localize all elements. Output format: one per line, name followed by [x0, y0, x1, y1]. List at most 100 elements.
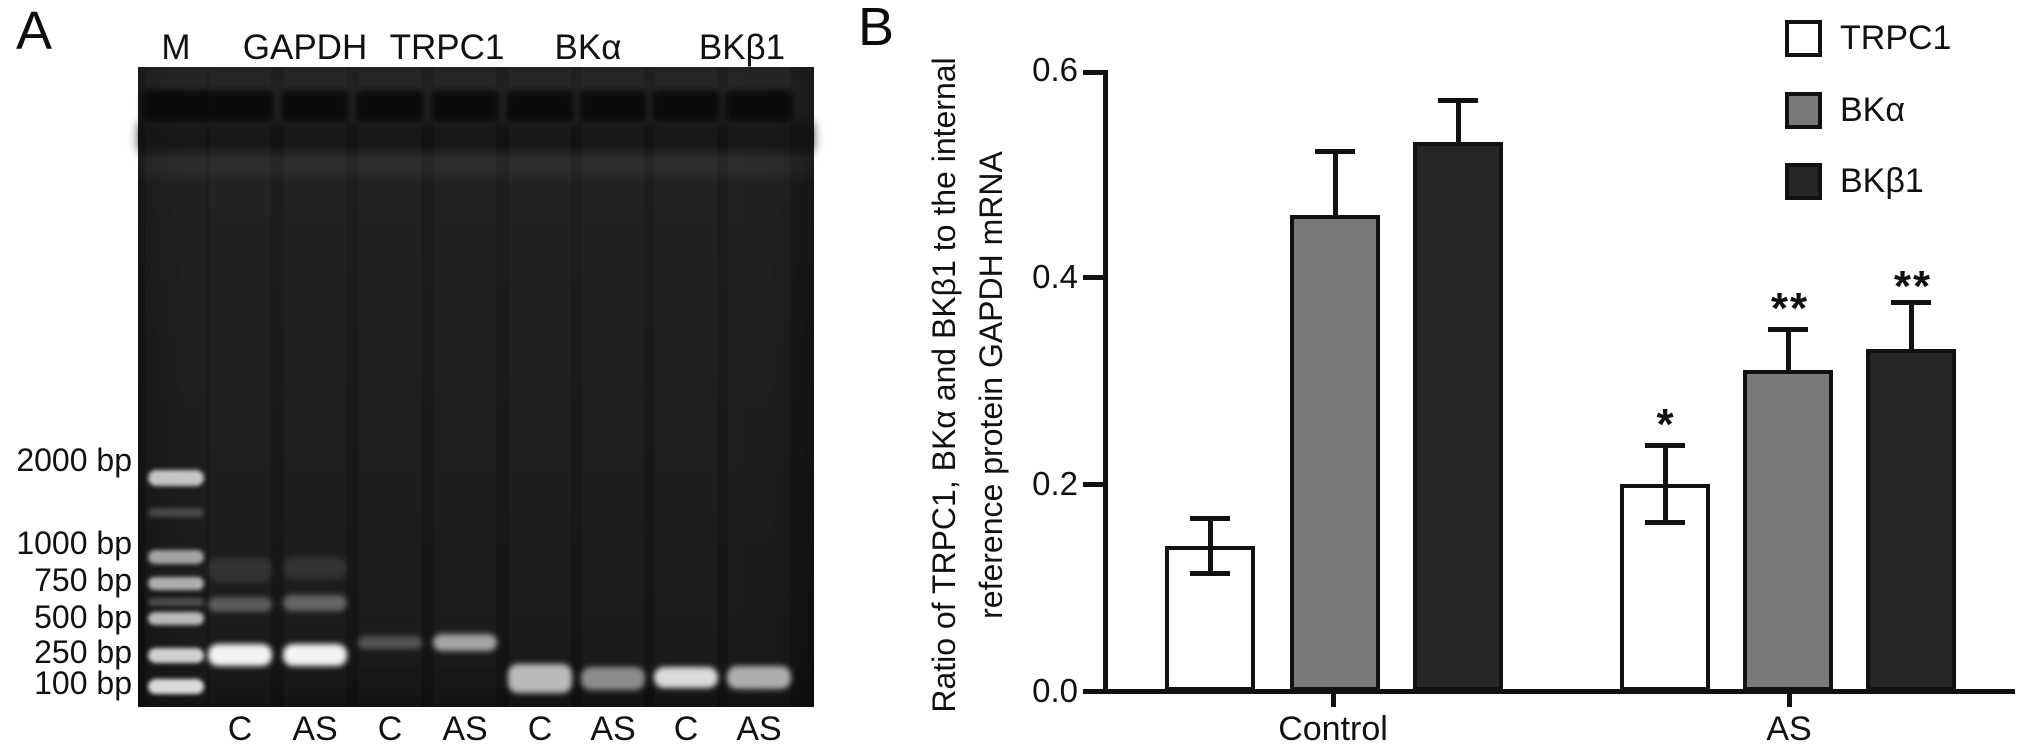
legend-swatch-bkb1 — [1785, 163, 1822, 200]
panel-b-letter: B — [858, 0, 895, 57]
gel-band-gapdh-as-upper — [283, 595, 347, 611]
error-bar-cap-top — [1438, 98, 1478, 103]
error-bar-cap-top — [1891, 299, 1931, 305]
lane-label-bkb1-c: C — [673, 710, 699, 748]
bp-label-750: 750 bp — [34, 562, 132, 598]
ladder-band-faint — [148, 598, 204, 606]
gel-lane — [728, 67, 790, 707]
gel-lane — [145, 67, 207, 707]
gel-well — [206, 90, 274, 122]
gel-band-bka-c — [508, 664, 572, 693]
lane-header-gapdh: GAPDH — [242, 28, 368, 67]
gel-well — [652, 90, 720, 122]
bar-bkb1-as — [1866, 349, 1956, 691]
gel-band-bkb1-as — [727, 666, 791, 689]
gel-band-gapdh-as-smear — [283, 557, 347, 579]
gel-band-gapdh-c-smear — [208, 558, 272, 582]
gel-lane — [434, 67, 496, 707]
gel-upper-haze — [138, 155, 814, 177]
lane-label-trpc1-c: C — [377, 710, 403, 748]
ladder-band-250bp — [148, 648, 204, 663]
y-tick-mark — [1083, 482, 1103, 487]
ladder-band-1000bp — [148, 550, 204, 564]
ladder-band-faint — [148, 508, 204, 517]
y-axis-line — [1103, 70, 1108, 694]
gel-photo — [138, 67, 814, 707]
lane-header-bkb1: BKβ1 — [698, 28, 786, 67]
legend-label-bkb1: BKβ1 — [1840, 162, 1924, 200]
y-tick-0.4: 0.4 — [1032, 258, 1078, 295]
error-bar-cap-bottom — [1190, 571, 1230, 577]
gel-band-gapdh-c-upper — [208, 597, 272, 612]
gel-lane — [582, 67, 644, 707]
gel-well — [725, 90, 793, 122]
y-tick-0.2: 0.2 — [1032, 465, 1078, 502]
error-bar-cap-top — [1315, 148, 1355, 154]
plot-area — [1083, 70, 2015, 707]
gel-band-gapdh-as — [283, 644, 347, 666]
panel-a-letter: A — [16, 1, 53, 61]
error-bar-stem — [1332, 150, 1338, 221]
gel-band-trpc1-as — [433, 634, 497, 651]
bp-label-500: 500 bp — [34, 599, 132, 635]
bar-bka-control — [1290, 214, 1380, 691]
bar-bkb1-control — [1413, 142, 1503, 691]
lane-label-bkb1-as: AS — [736, 710, 782, 748]
legend-label-trpc1: TRPC1 — [1840, 19, 1952, 57]
significance-trpc1-as: * — [1656, 400, 1676, 449]
y-tick-mark — [1083, 689, 1103, 694]
gel-lane — [209, 67, 271, 707]
lane-header-bka: BKα — [554, 28, 622, 67]
gel-well — [356, 90, 424, 122]
error-bar-cap-top — [1645, 442, 1685, 448]
gel-well — [281, 90, 349, 122]
significance-bka-as: ** — [1770, 284, 1810, 333]
bar-trpc1-as — [1620, 484, 1710, 691]
x-label-as: AS — [1766, 710, 1812, 748]
ladder-band-100bp — [148, 679, 204, 694]
gel-band-trpc1-c — [358, 636, 422, 649]
x-axis-line — [1103, 689, 2015, 694]
bp-label-2000: 2000 bp — [16, 442, 132, 478]
gel-lane — [359, 67, 421, 707]
gel-lane — [655, 67, 717, 707]
y-tick-0.6: 0.6 — [1032, 51, 1078, 88]
gel-well — [579, 90, 647, 122]
lane-label-trpc1-as: AS — [442, 710, 488, 748]
error-bar-stem — [1785, 328, 1791, 377]
ladder-band-500bp — [148, 612, 204, 625]
gel-lane — [284, 67, 346, 707]
x-tick-mark-as — [1787, 691, 1792, 707]
y-axis-title-line2: reference protein GAPDH mRNA — [973, 151, 1009, 619]
gel-well — [142, 90, 210, 122]
error-bar-stem — [1207, 518, 1213, 575]
y-tick-0.0: 0.0 — [1032, 672, 1078, 709]
gel-band-gapdh-c — [208, 644, 272, 666]
lane-label-bka-as: AS — [590, 710, 636, 748]
lane-header-marker: M — [161, 28, 191, 67]
y-axis-title-line1: Ratio of TRPC1, BKα and BKβ1 to the inte… — [926, 57, 962, 713]
error-bar-stem — [1908, 301, 1914, 356]
bp-label-250: 250 bp — [34, 634, 132, 670]
legend-swatch-trpc1 — [1785, 20, 1822, 57]
y-axis-title: Ratio of TRPC1, BKα and BKβ1 to the inte… — [921, 57, 1015, 712]
gel-well — [506, 90, 574, 122]
gel-well-smear — [138, 123, 814, 151]
gel-lane — [509, 67, 571, 707]
lane-label-gapdh-as: AS — [292, 710, 338, 748]
bp-label-1000: 1000 bp — [16, 525, 132, 561]
lane-header-trpc1: TRPC1 — [389, 28, 505, 67]
bar-bka-as — [1743, 370, 1833, 691]
y-tick-mark — [1083, 70, 1103, 75]
gel-band-bka-as — [581, 667, 645, 690]
lane-label-gapdh-c: C — [227, 710, 253, 748]
ladder-band-2000bp — [148, 470, 204, 486]
lane-label-bka-c: C — [527, 710, 553, 748]
gel-band-bkb1-c — [654, 667, 718, 688]
ladder-band-750bp — [148, 577, 204, 590]
legend-label-bka: BKα — [1840, 91, 1906, 129]
bp-label-100: 100 bp — [34, 665, 132, 701]
y-tick-mark — [1083, 275, 1103, 280]
error-bar-cap-top — [1768, 326, 1808, 332]
